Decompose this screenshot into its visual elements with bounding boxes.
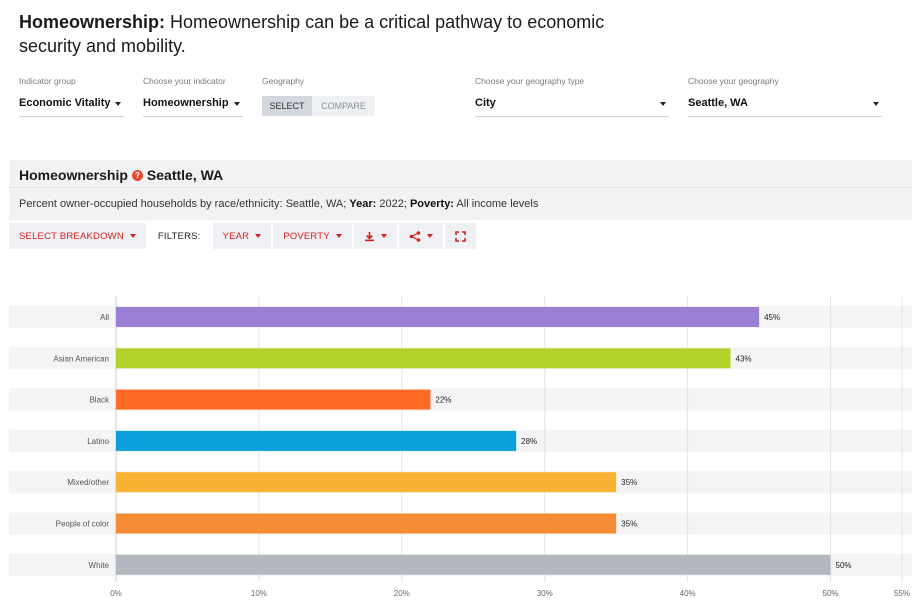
x-tick-label: 40% xyxy=(680,589,696,598)
select-breakdown-label: SELECT BREAKDOWN xyxy=(19,230,124,242)
headline-text: Homeownership can be a critical pathway … xyxy=(19,12,605,56)
poverty-filter-label: POVERTY xyxy=(283,230,330,242)
help-icon[interactable]: ? xyxy=(131,169,143,181)
chevron-down-icon xyxy=(129,234,136,238)
page-headline: Homeownership: Homeownership can be a cr… xyxy=(19,10,639,58)
geography-value-label: Choose your geography xyxy=(688,76,779,86)
geography-value: Seattle, WA xyxy=(688,97,748,109)
x-tick-label: 0% xyxy=(110,589,122,598)
indicator-group-select[interactable]: Economic Vitality xyxy=(19,95,124,117)
share-icon xyxy=(409,230,421,242)
year-label: Year: xyxy=(349,198,377,210)
download-icon xyxy=(364,231,375,242)
chevron-down-icon xyxy=(234,102,240,106)
data-label: 28% xyxy=(521,437,537,446)
bar xyxy=(116,472,617,493)
geography-toggle: SELECT COMPARE xyxy=(262,96,375,116)
x-tick-label: 10% xyxy=(251,589,267,598)
download-button[interactable] xyxy=(353,223,397,249)
chevron-down-icon xyxy=(115,102,121,106)
panel-divider xyxy=(9,187,912,188)
category-label: Latino xyxy=(87,437,109,446)
x-tick-label: 20% xyxy=(394,589,410,598)
bar xyxy=(116,389,431,410)
homeownership-bar-chart: 0% 10% 20% 30% 40% 50% 55% All 45% Asian American… xyxy=(9,296,912,598)
data-label: 45% xyxy=(764,313,780,322)
indicator-control: Choose your indicator Homeownership xyxy=(143,76,243,117)
chevron-down-icon xyxy=(660,102,666,106)
chevron-down-icon xyxy=(255,234,262,238)
geography-value-select[interactable]: Seattle, WA xyxy=(688,95,882,117)
x-tick-label: 50% xyxy=(823,589,839,598)
select-button[interactable]: SELECT xyxy=(262,96,312,116)
chevron-down-icon xyxy=(426,234,433,238)
data-label: 22% xyxy=(435,396,451,405)
indicator-select[interactable]: Homeownership xyxy=(143,95,243,117)
data-label: 43% xyxy=(736,354,752,363)
category-label: White xyxy=(89,561,110,570)
geography-label: Geography xyxy=(262,76,305,86)
indicator-group-value: Economic Vitality xyxy=(19,97,111,109)
category-label: All xyxy=(100,313,109,322)
panel-title: Homeownership ? Seattle, WA xyxy=(19,167,223,183)
compare-button[interactable]: COMPARE xyxy=(312,96,375,116)
data-label: 50% xyxy=(836,561,852,570)
filters-label: FILTERS: xyxy=(157,230,201,242)
share-button[interactable] xyxy=(398,223,443,249)
bar xyxy=(116,430,517,451)
select-breakdown-button[interactable]: SELECT BREAKDOWN xyxy=(9,223,146,249)
indicator-group-label: Indicator group xyxy=(19,76,76,86)
chart-panel-header: Homeownership ? Seattle, WA Percent owne… xyxy=(9,160,912,220)
geography-control: Geography SELECT COMPARE xyxy=(262,76,382,116)
chart-toolbar: SELECT BREAKDOWN FILTERS: YEAR POVERTY xyxy=(9,223,478,249)
panel-title-place: Seattle, WA xyxy=(146,167,224,183)
description-prefix: Percent owner-occupied households by rac… xyxy=(19,198,350,210)
year-filter-label: YEAR xyxy=(222,230,250,242)
fullscreen-icon xyxy=(455,230,466,242)
category-label: Black xyxy=(89,396,110,405)
bar xyxy=(116,348,731,369)
poverty-filter-button[interactable]: POVERTY xyxy=(273,223,352,249)
year-filter-button[interactable]: YEAR xyxy=(212,223,272,249)
indicator-value: Homeownership xyxy=(143,97,229,109)
headline-bold: Homeownership: xyxy=(19,12,166,32)
category-label: Mixed/other xyxy=(67,478,109,487)
indicator-group-control: Indicator group Economic Vitality xyxy=(19,76,124,117)
poverty-label: Poverty: xyxy=(409,198,454,210)
data-label: 35% xyxy=(621,520,637,529)
geography-value-control: Choose your geography Seattle, WA xyxy=(688,76,882,117)
indicator-label: Choose your indicator xyxy=(143,76,226,86)
x-tick-label: 30% xyxy=(537,589,553,598)
x-tick-label: 55% xyxy=(894,589,910,598)
bar xyxy=(116,554,831,575)
chevron-down-icon xyxy=(873,102,879,106)
chevron-down-icon xyxy=(380,234,387,238)
category-label: Asian American xyxy=(53,354,109,363)
fullscreen-button[interactable] xyxy=(444,223,476,249)
geography-type-control: Choose your geography type City xyxy=(475,76,669,117)
geography-type-select[interactable]: City xyxy=(475,95,669,117)
indicator-controls: Indicator group Economic Vitality Choose… xyxy=(0,76,924,126)
chevron-down-icon xyxy=(335,234,342,238)
geography-type-label: Choose your geography type xyxy=(475,76,585,86)
category-label: People of color xyxy=(56,520,110,529)
poverty-value: All income levels xyxy=(453,198,539,210)
bar xyxy=(116,513,617,534)
panel-title-indicator: Homeownership xyxy=(19,167,128,183)
panel-description: Percent owner-occupied households by rac… xyxy=(19,198,538,210)
geography-type-value: City xyxy=(475,97,496,109)
bar xyxy=(116,307,760,327)
year-value: 2022; xyxy=(376,198,410,210)
data-label: 35% xyxy=(621,478,637,487)
